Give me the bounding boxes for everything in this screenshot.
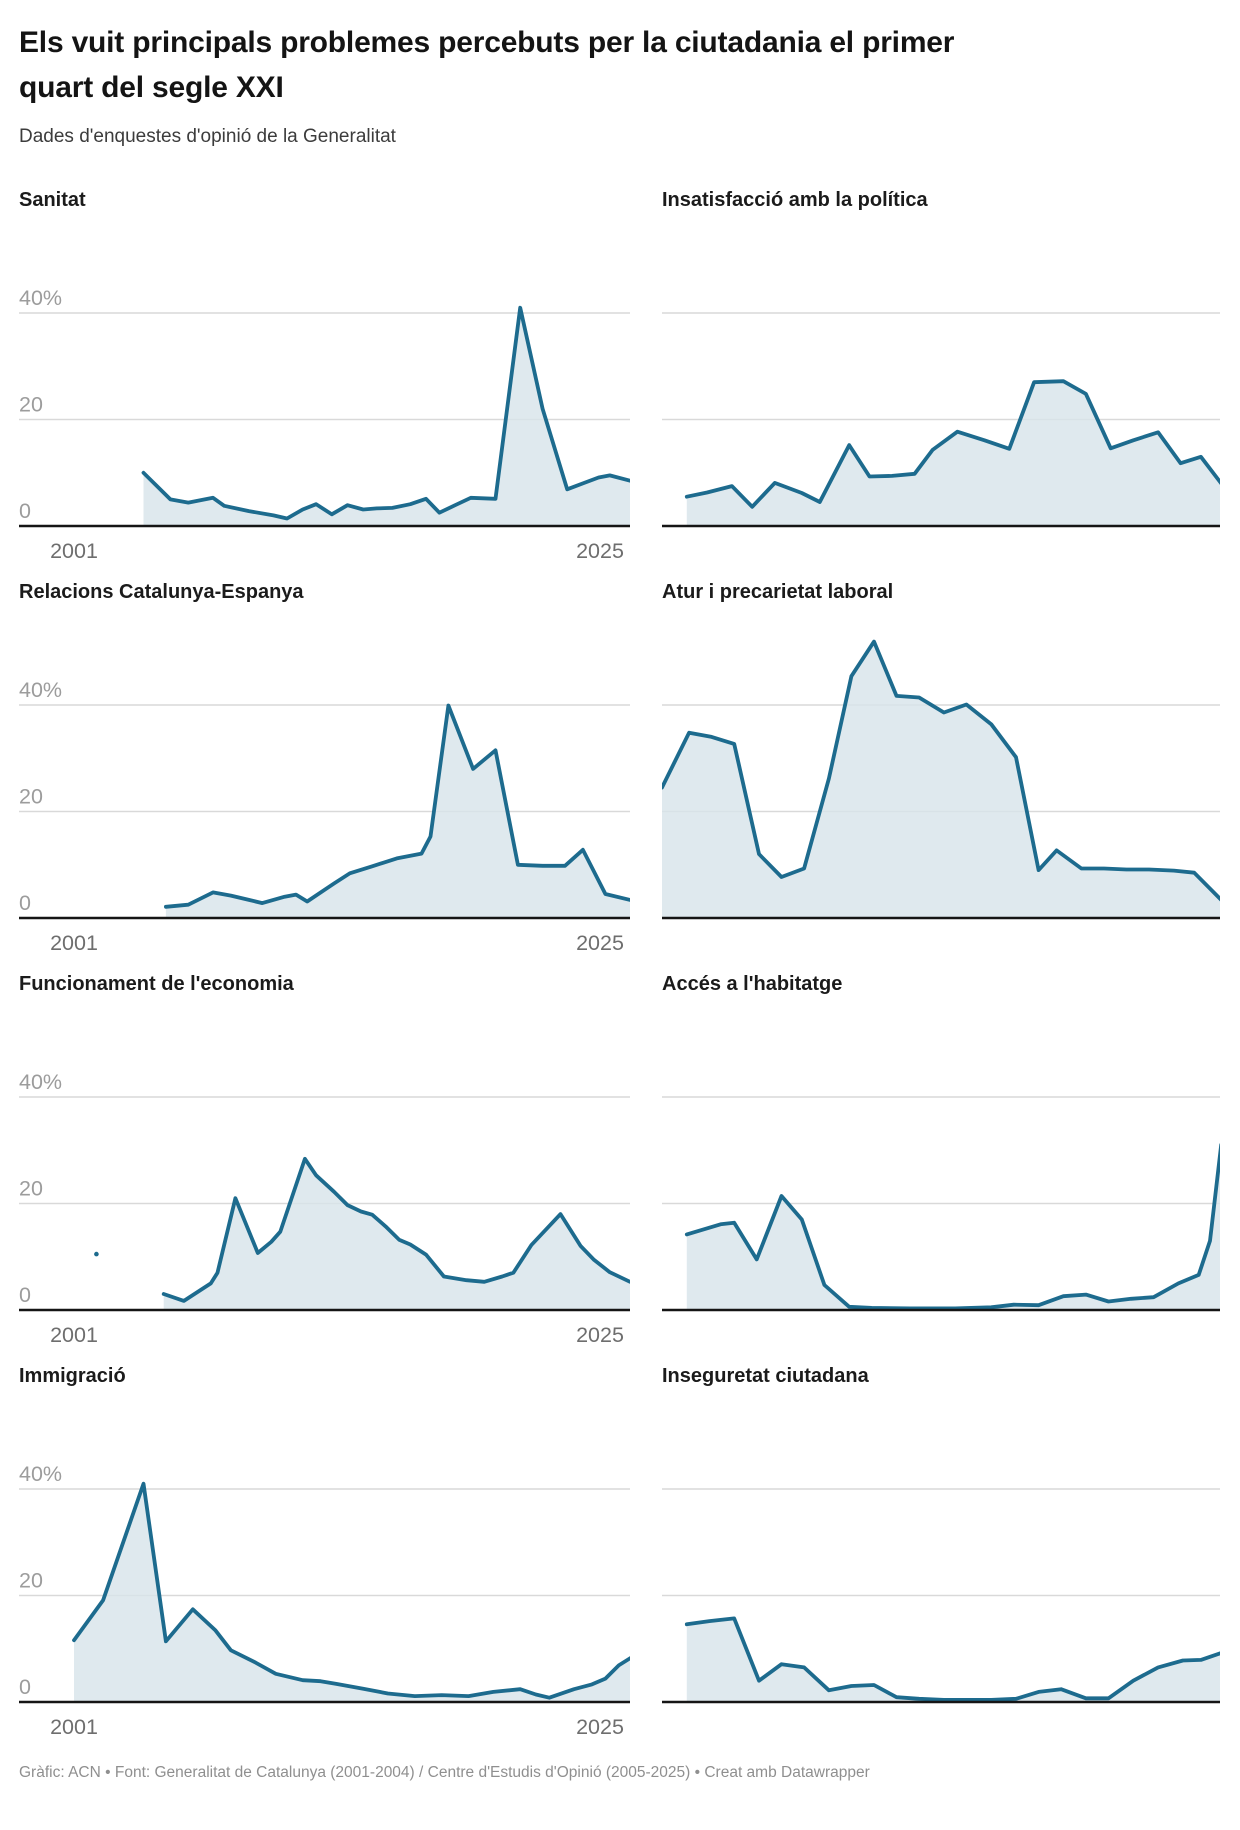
data-line (684, 379, 1220, 509)
area-chart-habitatge (662, 1096, 1220, 1312)
y-tick-label: 20 (19, 393, 43, 417)
y-tick-label: 0 (19, 1283, 31, 1307)
x-tick-label: 2001 (50, 1715, 98, 1739)
area-chart-economia: 0 20 40% 2001 2025 (19, 1070, 630, 1347)
panel-title: Sanitat (19, 189, 86, 211)
y-tick-label: 0 (19, 891, 31, 915)
area-fill (662, 641, 1220, 918)
y-tick-label: 40% (19, 1462, 62, 1486)
panel-inseguretat: Inseguretat ciutadana (662, 1350, 1220, 1742)
data-line (662, 639, 1220, 902)
area-fill (686, 381, 1220, 526)
data-line (684, 1143, 1220, 1311)
small-multiples-grid: Sanitat 0 20 40% 2001 2025 Insatisfacció amb… (19, 174, 1220, 1742)
panel-atur: Atur i precarietat laboral (662, 566, 1220, 958)
area-fill (165, 705, 630, 918)
y-tick-label: 20 (19, 1177, 43, 1201)
data-line (141, 305, 630, 521)
x-tick-label: 2001 (50, 539, 98, 563)
area-chart-sanitat: 0 20 40% 2001 2025 (19, 286, 630, 563)
panel-habitatge: Accés a l'habitatge (662, 958, 1220, 1350)
panel-title: Insatisfacció amb la política (662, 189, 928, 211)
area-fill (686, 1155, 1220, 1310)
data-line (161, 1156, 630, 1303)
y-tick-label: 0 (19, 1675, 31, 1699)
y-tick-label: 0 (19, 499, 31, 523)
isolated-data-point (94, 1251, 99, 1257)
data-line (164, 703, 630, 909)
x-tick-label: 2001 (50, 931, 98, 955)
area-chart-inseguretat (662, 1488, 1220, 1704)
panel-sanitat: Sanitat 0 20 40% 2001 2025 (19, 174, 630, 566)
x-tick-label: 2025 (576, 539, 624, 563)
y-tick-label: 20 (19, 1569, 43, 1593)
area-chart-relacions-catalunya-espanya: 0 20 40% 2001 2025 (19, 678, 630, 955)
panel-immigracio: Immigració 0 20 40% 2001 2025 (19, 1350, 630, 1742)
panel-title: Relacions Catalunya-Espanya (19, 581, 304, 603)
panel-insatisfaccio-politica: Insatisfacció amb la política (662, 174, 1220, 566)
panel-title: Inseguretat ciutadana (662, 1365, 869, 1387)
area-fill (74, 1483, 630, 1702)
y-tick-label: 40% (19, 678, 62, 702)
x-tick-label: 2001 (50, 1323, 98, 1347)
chart-subtitle: Dades d'enquestes d'opinió de la General… (19, 126, 396, 147)
panel-relacions-catalunya-espanya: Relacions Catalunya-Espanya 0 20 40% 2001 20… (19, 566, 630, 958)
data-line (684, 1616, 1220, 1702)
x-tick-label: 2025 (576, 1715, 624, 1739)
area-fill (163, 1158, 630, 1310)
area-chart-immigracio: 0 20 40% 2001 2025 (19, 1462, 630, 1739)
y-tick-label: 40% (19, 286, 62, 310)
panel-title: Immigració (19, 1365, 126, 1387)
area-chart-atur (662, 639, 1220, 920)
y-tick-label: 40% (19, 1070, 62, 1094)
panel-economia: Funcionament de l'economia 0 20 40% 2001 202… (19, 958, 630, 1350)
x-tick-label: 2025 (576, 1323, 624, 1347)
area-fill (143, 307, 630, 526)
area-fill (686, 1618, 1220, 1702)
x-tick-label: 2025 (576, 931, 624, 955)
chart-footer-credit: Gràfic: ACN • Font: Generalitat de Catal… (19, 1764, 870, 1781)
area-chart-insatisfaccio-politica (662, 312, 1220, 528)
panel-title: Accés a l'habitatge (662, 973, 843, 995)
y-tick-label: 20 (19, 785, 43, 809)
panel-title: Funcionament de l'economia (19, 973, 294, 995)
data-line (72, 1481, 630, 1700)
chart-title: Els vuit principals problemes percebuts … (19, 26, 955, 104)
panel-title: Atur i precarietat laboral (662, 581, 894, 603)
